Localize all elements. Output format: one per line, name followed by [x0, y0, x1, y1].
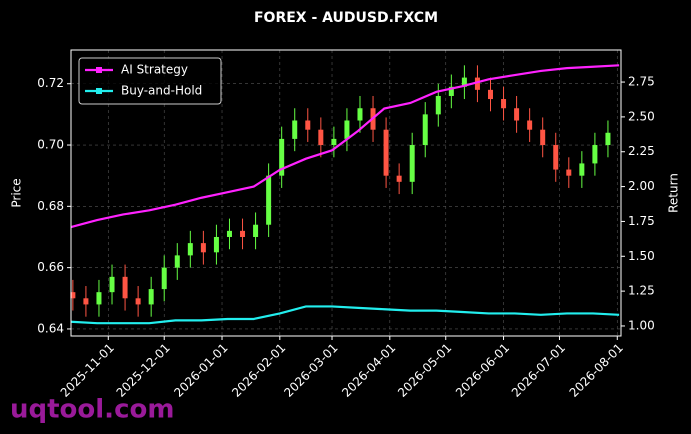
- candle-body: [331, 138, 337, 146]
- candle-body: [605, 132, 611, 146]
- legend-label: AI Strategy: [121, 63, 188, 77]
- candle-body: [83, 298, 89, 305]
- y-tick-label: 0.68: [37, 199, 64, 213]
- legend-box: [78, 57, 222, 105]
- candle-body: [279, 138, 285, 176]
- y2-tick-label: 1.00: [628, 318, 655, 332]
- candle-body: [240, 230, 246, 237]
- candle-body: [396, 175, 402, 182]
- candle-body: [200, 243, 206, 253]
- candle-body: [135, 298, 141, 305]
- candle-body: [422, 114, 428, 146]
- candle-body: [540, 129, 546, 146]
- candle-body: [187, 243, 193, 256]
- candle-body: [474, 77, 480, 90]
- legend-marker: [96, 88, 102, 94]
- legend-marker: [96, 67, 102, 73]
- y2-tick-label: 2.75: [628, 75, 655, 89]
- watermark: uqtool.com: [10, 395, 174, 425]
- candle-body: [305, 120, 311, 130]
- y2-tick-label: 1.50: [628, 249, 655, 263]
- candle-body: [344, 120, 350, 139]
- candle-body: [70, 292, 76, 299]
- candle-body: [318, 129, 324, 146]
- plot-frame: [70, 49, 622, 337]
- y2-tick-label: 2.25: [628, 144, 655, 158]
- candle-body: [514, 108, 520, 121]
- candle-body: [226, 230, 232, 237]
- candle-body: [174, 255, 180, 268]
- candle-body: [592, 145, 598, 164]
- candle-body: [566, 169, 572, 176]
- y-tick-label: 0.70: [37, 138, 64, 152]
- y2-tick-label: 1.25: [628, 284, 655, 298]
- y2-axis-label: Return: [667, 173, 681, 213]
- candle-body: [266, 175, 272, 225]
- candle-body: [435, 95, 441, 115]
- candle-body: [161, 267, 167, 290]
- candle-body: [579, 163, 585, 176]
- candle-body: [501, 99, 507, 109]
- candle-body: [448, 86, 454, 96]
- candle-body: [253, 224, 259, 237]
- y-tick-label: 0.66: [37, 260, 64, 274]
- y2-tick-label: 2.00: [628, 179, 655, 193]
- legend-label: Buy-and-Hold: [121, 84, 202, 98]
- candle-body: [292, 120, 298, 139]
- candle-body: [487, 89, 493, 100]
- candle-body: [409, 145, 415, 182]
- candle-body: [461, 77, 467, 87]
- chart-title: FOREX - AUDUSD.FXCM: [254, 10, 438, 26]
- candle-body: [109, 276, 115, 293]
- y2-tick-label: 2.50: [628, 109, 655, 123]
- candle-body: [213, 236, 219, 253]
- candle-body: [527, 120, 533, 130]
- candle-body: [96, 292, 102, 305]
- candle-body: [122, 276, 128, 299]
- y-tick-label: 0.72: [37, 76, 64, 90]
- y2-tick-label: 1.75: [628, 214, 655, 228]
- y-axis-label: Price: [10, 178, 24, 207]
- candle-body: [383, 129, 389, 176]
- candle-body: [148, 289, 154, 305]
- candle-body: [553, 145, 559, 170]
- return-line: [70, 64, 620, 229]
- y-tick-label: 0.64: [37, 321, 64, 335]
- candle-body: [357, 108, 363, 121]
- return-line: [70, 305, 620, 325]
